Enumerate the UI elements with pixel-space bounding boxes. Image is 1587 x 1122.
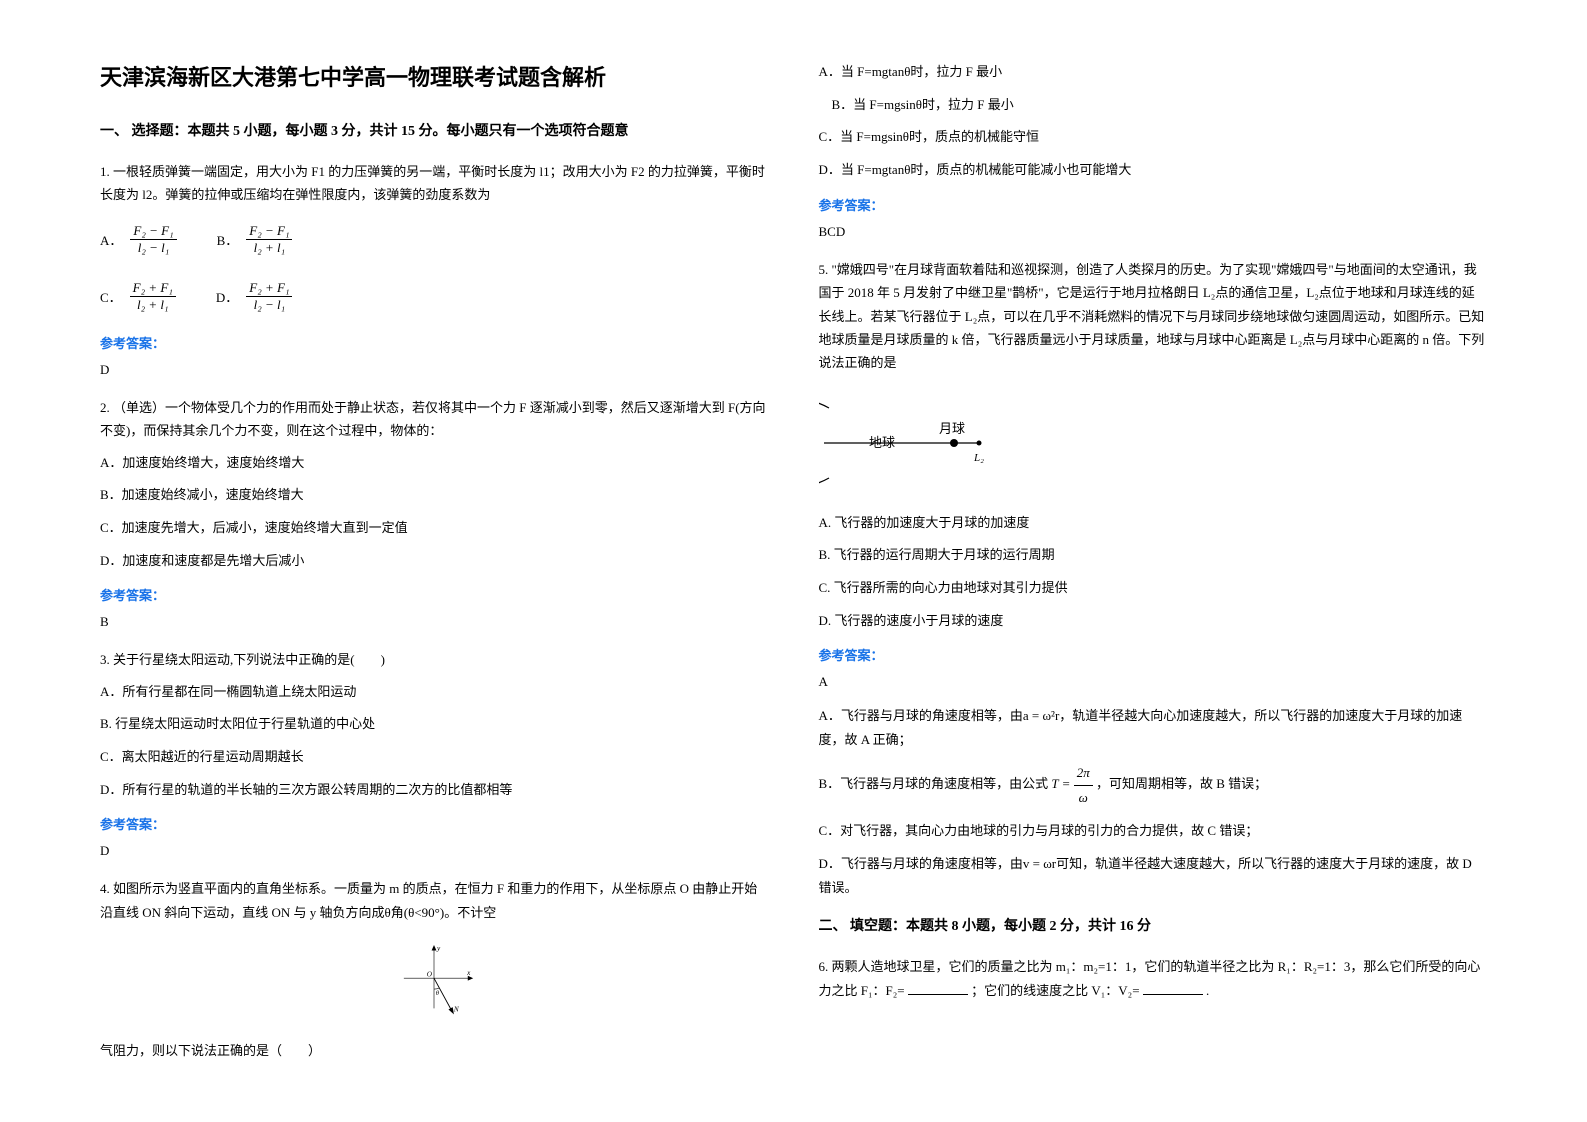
q1-options-row1: A． F₂ − F₁ l₂ − l₁ B． F₂ − F₁ l₂ + l₁ — [100, 223, 769, 256]
q5-explainA: A．飞行器与月球的角速度相等，由a = ω²r，轨道半径越大向心加速度越大，所以… — [819, 704, 1488, 751]
q3-optA: A．所有行星都在同一椭圆轨道上绕太阳运动 — [100, 680, 769, 705]
q4-n-label: N — [453, 1006, 460, 1014]
q1-optC-frac: F₂ + F₁ l₂ + l₁ — [130, 280, 176, 313]
q5-explainB-pre: B．飞行器与月球的角速度相等，由公式 — [819, 776, 1049, 791]
q4-o-label: O — [427, 971, 433, 979]
q5-explainD: D．飞行器与月球的角速度相等，由v = ωr可知，轨道半径越大速度越大，所以飞行… — [819, 852, 1488, 899]
q4-y-label: y — [436, 945, 441, 953]
q3-text: 3. 关于行星绕太阳运动,下列说法中正确的是( ) — [100, 648, 769, 671]
q6-text-mid: ；它们的线速度之比 V₁：V₂= — [971, 983, 1139, 998]
q4-x-label: x — [466, 969, 471, 977]
q1-optD-frac: F₂ + F₁ l₂ − l₁ — [246, 280, 292, 313]
q1-optA-den: l₂ − l₁ — [135, 240, 173, 256]
q4-angle-label: θ — [436, 990, 440, 997]
q4-optA-indent: B．当 F=mgsinθ时，拉力 F 最小 — [819, 93, 1488, 118]
q3-optB: B. 行星绕太阳运动时太阳位于行星轨道的中心处 — [100, 712, 769, 737]
q1-optA-frac: F₂ − F₁ l₂ − l₁ — [130, 223, 176, 256]
q5-diagram: 地球 月球 L₂ — [819, 393, 1019, 493]
section1-header: 一、 选择题：本题共 5 小题，每小题 3 分，共计 15 分。每小题只有一个选… — [100, 120, 769, 140]
q5-earth-label: 地球 — [869, 435, 895, 450]
q5-answer: A — [819, 674, 1488, 690]
q1-optC-label: C． — [100, 287, 122, 306]
right-column: A．当 F=mgtanθ时，拉力 F 最小 B．当 F=mgsinθ时，拉力 F… — [819, 60, 1488, 1062]
q5-explainC: C．对飞行器，其向心力由地球的引力与月球的引力的合力提供，故 C 错误； — [819, 819, 1488, 842]
q3-optC: C．离太阳越近的行星运动周期越长 — [100, 745, 769, 770]
q5-optA: A. 飞行器的加速度大于月球的加速度 — [819, 511, 1488, 536]
q2-answer: B — [100, 614, 769, 630]
q4-diagram: y x O N θ — [364, 942, 504, 1014]
left-column: 天津滨海新区大港第七中学高一物理联考试题含解析 一、 选择题：本题共 5 小题，… — [100, 60, 769, 1062]
q1-optD-den: l₂ − l₁ — [251, 297, 289, 313]
q1-optD: D． F₂ + F₁ l₂ − l₁ — [216, 280, 293, 313]
q3-optD: D．所有行星的轨道的半长轴的三次方跟公转周期的二次方的比值都相等 — [100, 778, 769, 803]
q2-text: 2. （单选）一个物体受几个力的作用而处于静止状态，若仅将其中一个力 F 逐渐减… — [100, 396, 769, 443]
q1-answer-label: 参考答案： — [100, 333, 769, 352]
q2-optA: A．加速度始终增大，速度始终增大 — [100, 451, 769, 476]
q1-options-row2: C． F₂ + F₁ l₂ + l₁ D． F₂ + F₁ l₂ − l₁ — [100, 280, 769, 313]
q4-answer: BCD — [819, 224, 1488, 240]
q1-optB: B． F₂ − F₁ l₂ + l₁ — [217, 223, 293, 256]
q6-blank1 — [908, 981, 968, 995]
q2-optD: D．加速度和速度都是先增大后减小 — [100, 549, 769, 574]
q6-text-end: . — [1206, 983, 1209, 998]
q6-blank2 — [1143, 981, 1203, 995]
q1-optB-num: F₂ − F₁ — [246, 223, 292, 240]
q5-optB: B. 飞行器的运行周期大于月球的运行周期 — [819, 543, 1488, 568]
q5-explainB-frac: 2π ω — [1074, 761, 1093, 809]
q3-answer-label: 参考答案： — [100, 814, 769, 833]
page-title: 天津滨海新区大港第七中学高一物理联考试题含解析 — [100, 60, 769, 92]
q5-optC: C. 飞行器所需的向心力由地球对其引力提供 — [819, 576, 1488, 601]
q5-explainB-den: ω — [1076, 786, 1091, 809]
q2-answer-label: 参考答案： — [100, 585, 769, 604]
q5-moon-label: 月球 — [939, 421, 965, 436]
q1-optB-frac: F₂ − F₁ l₂ + l₁ — [246, 223, 292, 256]
q5-explainB: B．飞行器与月球的角速度相等，由公式 T = 2π ω ，可知周期相等，故 B … — [819, 761, 1488, 809]
q3-answer: D — [100, 843, 769, 859]
q1-optC-num: F₂ + F₁ — [130, 280, 176, 297]
q1-optB-den: l₂ + l₁ — [251, 240, 289, 256]
q1-optA-label: A． — [100, 230, 122, 249]
q1-answer: D — [100, 362, 769, 378]
q1-optD-num: F₂ + F₁ — [246, 280, 292, 297]
q5-text: 5. "嫦娥四号"在月球背面软着陆和巡视探测，创造了人类探月的历史。为了实现"嫦… — [819, 258, 1488, 375]
q2-optB: B．加速度始终减小，速度始终增大 — [100, 483, 769, 508]
q4-text2: 气阻力，则以下说法正确的是（ ） — [100, 1039, 769, 1062]
q4-text: 4. 如图所示为竖直平面内的直角坐标系。一质量为 m 的质点，在恒力 F 和重力… — [100, 877, 769, 924]
q5-explainB-post: ，可知周期相等，故 B 错误； — [1096, 776, 1267, 791]
q1-optB-label: B． — [217, 230, 239, 249]
q4-optD: D．当 F=mgtanθ时，质点的机械能可能减小也可能增大 — [819, 158, 1488, 183]
q1-optA-num: F₂ − F₁ — [130, 223, 176, 240]
q5-L2-label: L₂ — [973, 452, 984, 464]
section2-header: 二、 填空题：本题共 8 小题，每小题 2 分，共计 16 分 — [819, 915, 1488, 935]
q4-optC: C．当 F=mgsinθ时，质点的机械能守恒 — [819, 125, 1488, 150]
q1-text: 1. 一根轻质弹簧一端固定，用大小为 F1 的力压弹簧的另一端，平衡时长度为 l… — [100, 160, 769, 207]
q4-optA: A．当 F=mgtanθ时，拉力 F 最小 — [819, 60, 1488, 85]
q1-optA: A． F₂ − F₁ l₂ − l₁ — [100, 223, 177, 256]
q6-text: 6. 两颗人造地球卫星，它们的质量之比为 m₁：m₂=1：1，它们的轨道半径之比… — [819, 955, 1488, 1002]
q1-optC: C． F₂ + F₁ l₂ + l₁ — [100, 280, 176, 313]
q5-explainB-num: 2π — [1074, 761, 1093, 785]
q5-explainB-T: T = — [1051, 776, 1073, 791]
q1-optD-label: D． — [216, 287, 238, 306]
q5-optD: D. 飞行器的速度小于月球的速度 — [819, 609, 1488, 634]
q5-answer-label: 参考答案： — [819, 645, 1488, 664]
q1-optC-den: l₂ + l₁ — [134, 297, 172, 313]
q4-answer-label: 参考答案： — [819, 195, 1488, 214]
q2-optC: C．加速度先增大，后减小，速度始终增大直到一定值 — [100, 516, 769, 541]
